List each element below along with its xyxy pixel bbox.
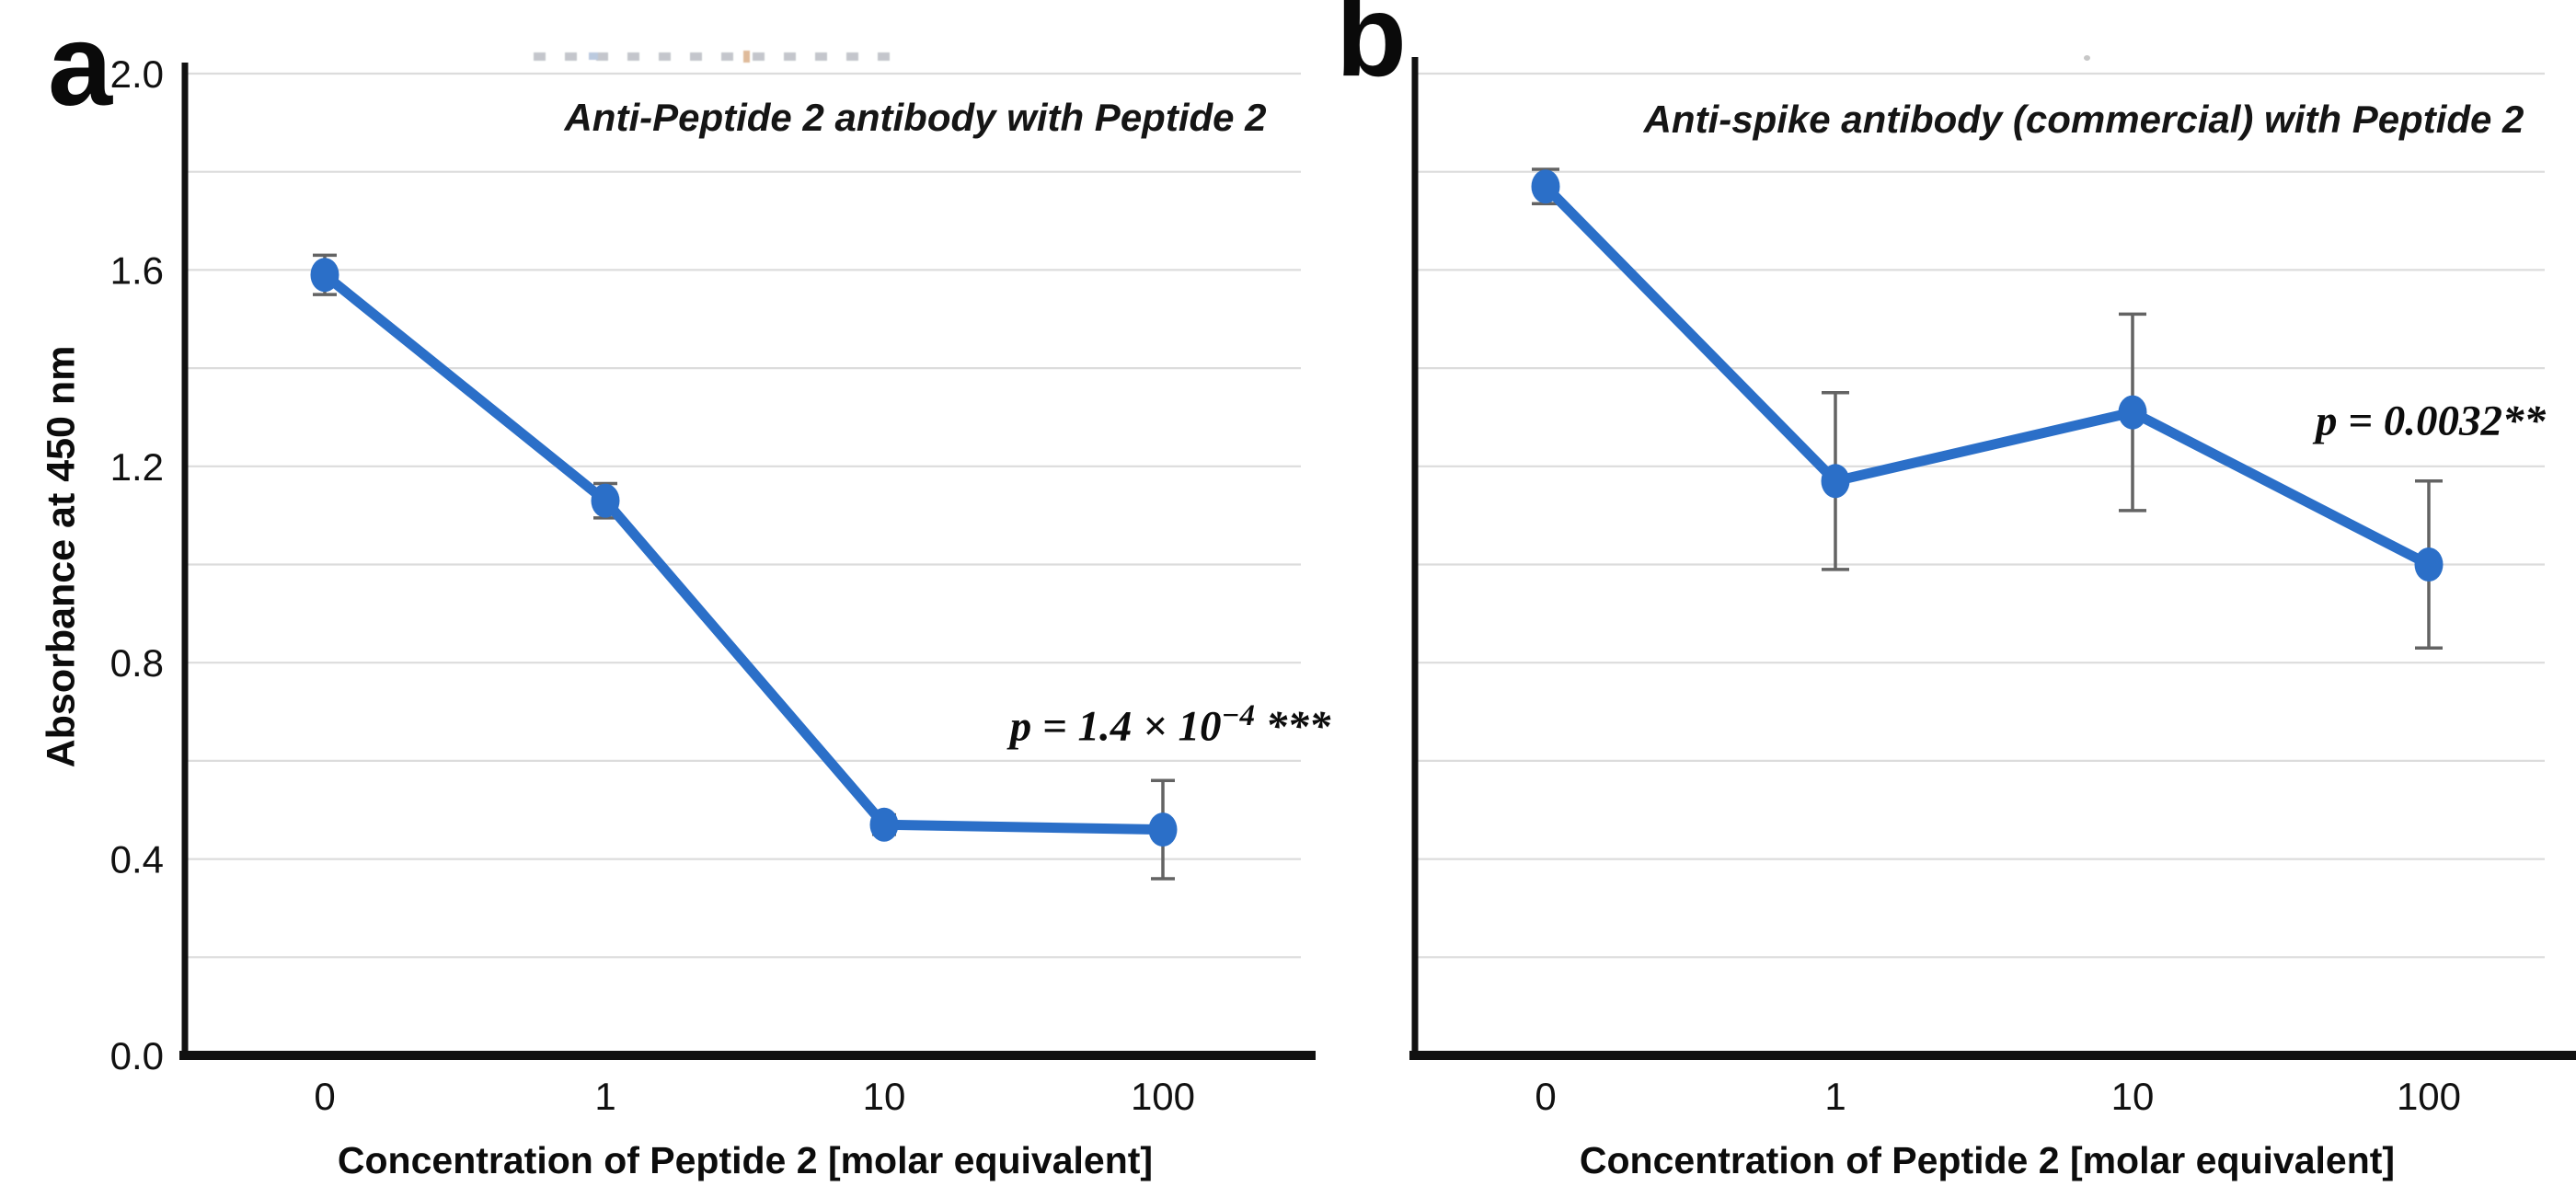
data-point-marker xyxy=(591,483,620,518)
y-tick-label: 1.6 xyxy=(110,248,164,292)
x-tick-label: 10 xyxy=(863,1075,906,1118)
x-tick-label: 100 xyxy=(2397,1075,2461,1118)
x-tick-label: 10 xyxy=(2111,1075,2155,1118)
y-tick-label: 1.2 xyxy=(110,445,164,489)
stray-mark xyxy=(2084,55,2090,61)
data-point-marker xyxy=(869,807,899,842)
y-axis-title: Absorbance at 450 nm xyxy=(39,345,84,768)
panel-b-title: Anti-spike antibody (commercial) with Pe… xyxy=(1643,98,2524,141)
cropped-text-artifact xyxy=(534,51,902,63)
x-tick-label: 0 xyxy=(314,1075,335,1118)
artifact-speck xyxy=(743,51,750,63)
data-point-marker xyxy=(1148,812,1178,847)
y-tick-label: 0.0 xyxy=(110,1034,164,1077)
p-value-exponent: −4 xyxy=(1221,699,1256,732)
x-tick-label: 1 xyxy=(594,1075,615,1118)
x-tick-label: 1 xyxy=(1824,1075,1846,1118)
panel-b-x-axis-title: Concentration of Peptide 2 [molar equiva… xyxy=(1579,1139,2396,1181)
data-point-marker xyxy=(1821,464,1850,499)
series-line xyxy=(319,270,1168,835)
y-tick-label: 2.0 xyxy=(110,52,164,96)
panel-a-x-axis-title: Concentration of Peptide 2 [molar equiva… xyxy=(337,1139,1154,1181)
x-tick-label: 100 xyxy=(1131,1075,1195,1118)
panel-a-title: Anti-Peptide 2 antibody with Peptide 2 xyxy=(564,96,1267,139)
x-tick-label: 0 xyxy=(1535,1075,1556,1118)
data-point-marker xyxy=(1531,169,1560,204)
y-tick-label: 0.4 xyxy=(110,838,164,881)
data-point-marker xyxy=(2118,395,2147,430)
panel-a-letter: a xyxy=(48,0,113,130)
panel-b-p-value-annotation: p = 0.0032** xyxy=(2191,394,2576,446)
series-line xyxy=(1540,181,2434,570)
panel-a-p-value-annotation: p = 1.4 × 10−4 *** xyxy=(931,699,1409,752)
y-tick-label: 0.8 xyxy=(110,641,164,685)
p-value-stars: *** xyxy=(1255,702,1331,751)
artifact-speck xyxy=(589,52,598,60)
p-value-text: p = 1.4 × 10 xyxy=(1009,702,1222,751)
data-point-marker xyxy=(310,258,339,293)
panel-b-letter: b xyxy=(1336,0,1407,100)
data-point-marker xyxy=(2414,547,2444,582)
p-value-text: p = 0.0032** xyxy=(2315,397,2547,445)
